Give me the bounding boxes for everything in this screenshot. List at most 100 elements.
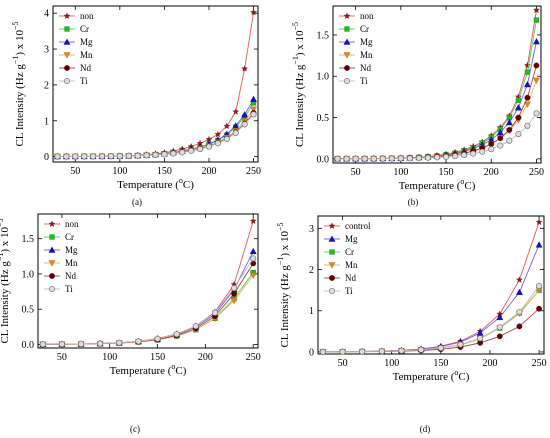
y-tick-label: 4	[44, 9, 49, 20]
data-point-Ti	[173, 331, 180, 338]
data-point-Ti	[457, 341, 464, 348]
series-Ti	[334, 110, 540, 162]
data-point-Ti	[72, 153, 79, 160]
data-point-Ti	[378, 348, 385, 355]
x-axis-title-sup: o	[454, 368, 458, 377]
data-point-Nd	[488, 141, 495, 147]
data-point-non	[524, 61, 531, 69]
y-tick-label: 1	[309, 306, 314, 317]
chart-panel-2: 50 100 150 200 250 0.0 0.5 1.0 1.5 Temperature (o…	[291, 5, 544, 207]
x-axis-title: Temperature (oC)	[117, 176, 194, 191]
y-axis-title-tail: ) x 10	[0, 226, 11, 252]
data-point-Ti	[524, 122, 531, 129]
x-tick-label: 100	[393, 167, 408, 178]
data-point-Ti	[81, 153, 88, 160]
legend-marker-Nd	[64, 65, 70, 71]
data-point-Mn	[523, 101, 531, 108]
legend: control Mg Cr Mn Nd Ti	[324, 221, 371, 296]
data-point-Ti	[536, 283, 543, 290]
x-tick-label: 50	[351, 167, 361, 178]
x-axis-title-unit: C)	[175, 365, 186, 377]
legend-marker-control	[328, 222, 336, 229]
legend-label-Ti: Ti	[65, 284, 73, 294]
legend-label-Cr: Cr	[80, 24, 89, 34]
chart-panel-3: 50 100 150 200 250 0.0 0.5 1.0 1.5 Temperature (o…	[0, 213, 261, 434]
data-point-Ti	[443, 153, 450, 160]
x-axis-title-unit: C)	[183, 179, 194, 191]
data-point-Ti	[63, 153, 70, 160]
data-point-non	[250, 8, 257, 16]
series-line-non	[42, 220, 254, 345]
panel-label: (c)	[130, 424, 140, 434]
y-axis-title-sup: −1	[276, 257, 285, 266]
legend-label-Nd: Nd	[80, 63, 91, 73]
data-point-Ti	[533, 110, 540, 117]
legend-label-non: non	[65, 219, 79, 229]
x-tick-label: 250	[246, 166, 261, 177]
legend-marker-Mn	[328, 262, 336, 269]
data-point-Ti	[192, 323, 199, 330]
data-point-Ti	[99, 153, 106, 160]
data-point-Ti	[479, 148, 486, 155]
data-point-Ti	[232, 129, 239, 136]
y-axis-title-exp: −5	[11, 21, 20, 30]
data-point-Nd	[516, 323, 523, 330]
legend-marker-Cr	[344, 26, 350, 32]
data-point-Mg	[515, 288, 523, 295]
x-tick-label: 50	[57, 352, 67, 363]
legend-marker-Ti	[328, 287, 336, 295]
data-point-Mg	[505, 119, 513, 126]
data-point-non	[223, 122, 231, 130]
y-axis-title-text: CL Intensity (Hz g	[294, 64, 306, 147]
data-point-Ti	[58, 341, 65, 348]
legend-label-Cr: Cr	[65, 232, 74, 242]
data-point-Ti	[388, 155, 395, 162]
y-axis-title-exp: −5	[276, 222, 285, 231]
legend-marker-Mg	[63, 38, 71, 45]
data-point-Ti	[90, 153, 97, 160]
legend-marker-Nd	[49, 273, 55, 279]
series-line-Ti	[322, 285, 540, 353]
panel-label: (a)	[132, 197, 142, 207]
chart-panel-4: 50 100 150 200 250 0 1 2 3 Temperature (oC) CL Int…	[276, 215, 547, 434]
y-axis-title-exp: −5	[0, 218, 5, 227]
data-point-Ti	[477, 335, 484, 342]
legend-label-Mg: Mg	[80, 37, 93, 47]
legend-label-Mn: Mn	[345, 260, 358, 270]
x-tick-label: 50	[338, 358, 348, 369]
x-tick-label: 200	[201, 166, 216, 177]
data-point-Ti	[78, 340, 85, 348]
x-tick-label: 150	[150, 352, 165, 363]
data-point-Mn	[250, 106, 257, 113]
x-tick-label: 200	[482, 358, 497, 369]
data-point-Ti	[397, 155, 404, 162]
series-line-Mg	[57, 99, 254, 157]
x-tick-label: 200	[198, 352, 213, 363]
data-point-Ti	[370, 155, 377, 162]
y-axis-title-sup: −1	[11, 56, 20, 65]
y-axis-title-text: CL Intensity (Hz g	[14, 64, 26, 147]
legend-marker-Mg	[343, 38, 351, 45]
y-tick-label: 0	[309, 347, 314, 358]
data-point-Nd	[231, 290, 237, 297]
data-point-Ti	[506, 137, 513, 144]
data-point-Ti	[179, 149, 186, 156]
y-axis-title-tail: ) x 10	[294, 30, 306, 56]
data-point-Ti	[379, 155, 386, 162]
x-tick-label: 150	[439, 167, 454, 178]
data-point-Ti	[170, 150, 177, 157]
data-point-control	[535, 218, 543, 226]
y-tick-label: 0.5	[22, 305, 35, 316]
series-line-Mn	[42, 275, 254, 345]
x-axis-title-sup: o	[460, 177, 464, 186]
data-point-Ti	[433, 154, 441, 161]
data-point-Mg	[496, 128, 504, 136]
series-line-Mn	[322, 289, 540, 353]
data-point-Ti	[54, 153, 61, 160]
plot-frame	[317, 215, 545, 355]
x-axis-title-text: Temperature (	[110, 365, 172, 377]
x-tick-label: 100	[112, 166, 127, 177]
data-point-Ti	[334, 155, 341, 162]
series-line-Nd	[57, 112, 254, 157]
